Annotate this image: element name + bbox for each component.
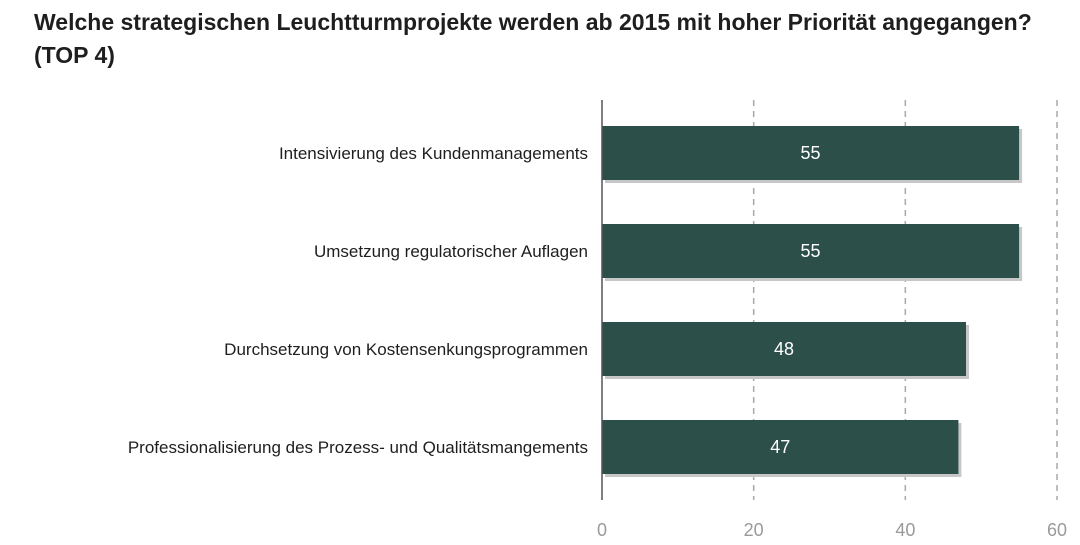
bar-value-label: 48 (774, 339, 794, 359)
bar (602, 224, 1020, 278)
category-labels: Intensivierung des Kundenmanagements Umse… (128, 144, 588, 457)
bars (602, 126, 1020, 474)
bar-value-label: 47 (770, 437, 790, 457)
x-tick-label: 40 (895, 520, 915, 540)
x-tick-label: 60 (1047, 520, 1067, 540)
bar-value-label: 55 (801, 241, 821, 261)
category-label: Umsetzung regulatorischer Auflagen (314, 242, 588, 261)
bar (602, 420, 959, 474)
category-label: Professionalisierung des Prozess- und Qu… (128, 438, 588, 457)
category-label: Intensivierung des Kundenmanagements (279, 144, 588, 163)
bar-value-label: 55 (801, 143, 821, 163)
chart-title: Welche strategischen Leuchtturmprojekte … (34, 9, 1032, 68)
category-label: Durchsetzung von Kostensenkungsprogramme… (224, 340, 588, 359)
bar (602, 322, 966, 376)
x-tick-label: 20 (744, 520, 764, 540)
bar (602, 126, 1020, 180)
x-tick-labels: 0 20 40 60 (597, 520, 1067, 540)
value-labels: 55 55 48 47 (770, 143, 820, 457)
x-tick-label: 0 (597, 520, 607, 540)
